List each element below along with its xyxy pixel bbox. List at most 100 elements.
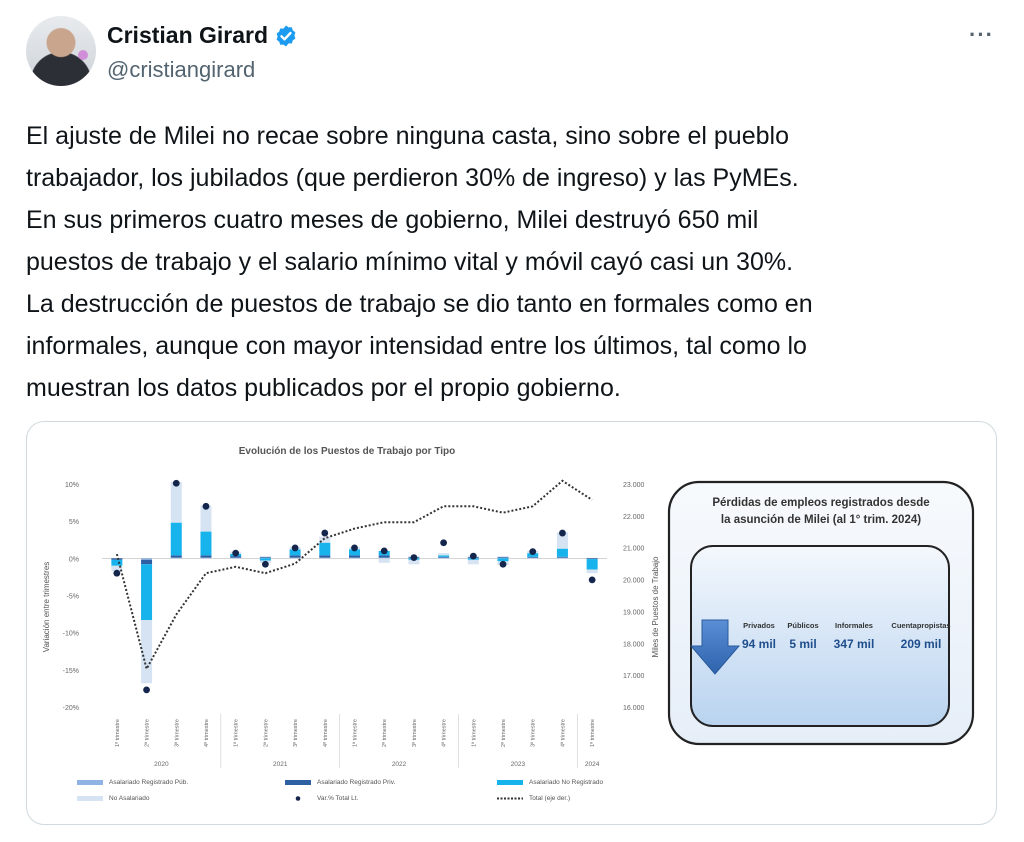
bar-segment xyxy=(141,620,153,684)
bar-segment xyxy=(259,557,271,559)
info-box-column-label: Informales xyxy=(835,621,873,630)
bar-segment xyxy=(200,557,212,559)
legend-label: Total (eje der.) xyxy=(529,795,570,802)
bar-segment xyxy=(170,557,182,559)
bar-segment xyxy=(586,569,598,574)
bar-segment xyxy=(319,557,331,559)
bar-segment xyxy=(378,555,390,558)
total-line xyxy=(115,479,593,672)
y2-tick-label: 22.000 xyxy=(623,514,645,521)
var-total-point xyxy=(440,539,448,547)
x-tick-label: 4º trimestre xyxy=(203,719,210,747)
author-name-row: Cristian Girard xyxy=(107,22,298,49)
bar-segment xyxy=(438,555,450,557)
var-total-point xyxy=(113,569,121,577)
arrow-down-icon xyxy=(689,619,741,675)
x-tick-label: 2º trimestre xyxy=(262,719,269,747)
bar-segment xyxy=(378,557,390,559)
microphone-icon xyxy=(78,50,88,60)
info-box-title: Pérdidas de empleos registrados desde xyxy=(712,497,929,509)
var-total-point xyxy=(291,544,299,552)
y2-axis-label: Miles de Puestos de Trabajo xyxy=(651,556,660,657)
bar-segment xyxy=(408,559,420,565)
bar-segment xyxy=(200,505,212,532)
var-total-point xyxy=(202,502,210,510)
info-box-column-label: Privados xyxy=(743,621,775,630)
bar-segment xyxy=(319,555,331,558)
bar-segment xyxy=(259,558,271,561)
bar-segment xyxy=(438,556,450,558)
chart-image: Evolución de los Puestos de Trabajo por … xyxy=(42,446,975,802)
bar-segment xyxy=(556,548,568,557)
y2-tick-label: 17.000 xyxy=(623,673,645,680)
bar-segment xyxy=(349,557,360,559)
tweet-line: La destrucción de puestos de trabajo se … xyxy=(26,290,813,318)
avatar[interactable] xyxy=(26,16,96,86)
tweet-media[interactable]: Evolución de los Puestos de Trabajo por … xyxy=(26,421,997,825)
var-total-point xyxy=(261,560,269,568)
x-tick-label: 1º trimestre xyxy=(352,719,359,747)
var-total-point xyxy=(410,554,418,561)
bar-segment xyxy=(438,553,450,556)
var-total-point xyxy=(172,479,180,487)
bar-segment xyxy=(230,557,242,559)
y-tick-label: -10% xyxy=(63,631,79,638)
x-tick-label: 1º trimestre xyxy=(589,719,596,747)
bar-segment xyxy=(259,556,271,558)
bar-segment xyxy=(141,558,153,560)
bar-segment xyxy=(349,555,360,558)
bar-segment xyxy=(349,549,360,556)
y-tick-label: -15% xyxy=(63,668,79,675)
bar-segment xyxy=(497,557,509,559)
legend-label: Asalariado No Registrado xyxy=(529,779,603,786)
x-tick-label: 4º trimestre xyxy=(322,719,329,747)
legend-label: No Asalariado xyxy=(109,795,150,802)
var-total-point xyxy=(588,576,596,584)
var-total-point xyxy=(321,529,329,537)
bar-segment xyxy=(111,558,123,560)
var-total-point xyxy=(499,560,507,568)
tweet-line: En sus primeros cuatro meses de gobierno… xyxy=(26,206,759,234)
info-box-column-label: Cuentapropistas xyxy=(891,621,950,630)
y-tick-label: 10% xyxy=(65,482,79,489)
bar-segment xyxy=(556,557,568,559)
legend-swatch xyxy=(77,796,103,801)
year-label: 2022 xyxy=(392,761,407,768)
x-tick-label: 2º trimestre xyxy=(144,719,151,747)
info-box-column-value: 347 mil xyxy=(834,637,875,651)
x-tick-label: 4º trimestre xyxy=(559,719,566,747)
var-total-point xyxy=(143,686,150,694)
legend-label: Var.% Total Lt. xyxy=(317,795,359,802)
bar-segment xyxy=(556,556,568,558)
year-label: 2021 xyxy=(273,761,288,768)
x-tick-label: 1º trimestre xyxy=(470,719,477,747)
handle[interactable]: @cristiangirard xyxy=(107,57,256,82)
var-total-point xyxy=(380,547,388,555)
y-tick-label: 0% xyxy=(69,556,79,563)
bar-segment xyxy=(497,556,509,558)
bar-segment xyxy=(378,558,390,563)
year-label: 2020 xyxy=(154,761,169,768)
legend-swatch xyxy=(295,796,301,801)
legend-swatch xyxy=(77,780,103,785)
year-label: 2023 xyxy=(511,761,526,768)
bar-segment xyxy=(170,522,182,556)
y2-tick-label: 19.000 xyxy=(623,609,645,616)
y-axis-label: Variación entre trimestres xyxy=(42,562,51,653)
bar-segment xyxy=(467,559,479,565)
var-total-point xyxy=(469,552,477,560)
display-name[interactable]: Cristian Girard xyxy=(107,22,269,48)
bar-segment xyxy=(319,536,331,543)
legend-label: Asalariado Registrado Priv. xyxy=(317,779,395,786)
more-options-icon[interactable]: ··· xyxy=(969,22,994,47)
var-total-point xyxy=(529,548,537,556)
bar-segment xyxy=(289,557,301,559)
bar-segment xyxy=(230,556,242,558)
x-tick-label: 1º trimestre xyxy=(114,719,121,747)
bar-segment xyxy=(170,481,182,523)
bar-segment xyxy=(111,565,123,571)
tweet-line: puestos de trabajo y el salario mínimo v… xyxy=(26,248,794,276)
info-box-title: la asunción de Milei (al 1° trim. 2024) xyxy=(721,514,921,526)
info-box-inner xyxy=(690,545,950,727)
bar-segment xyxy=(200,531,212,556)
